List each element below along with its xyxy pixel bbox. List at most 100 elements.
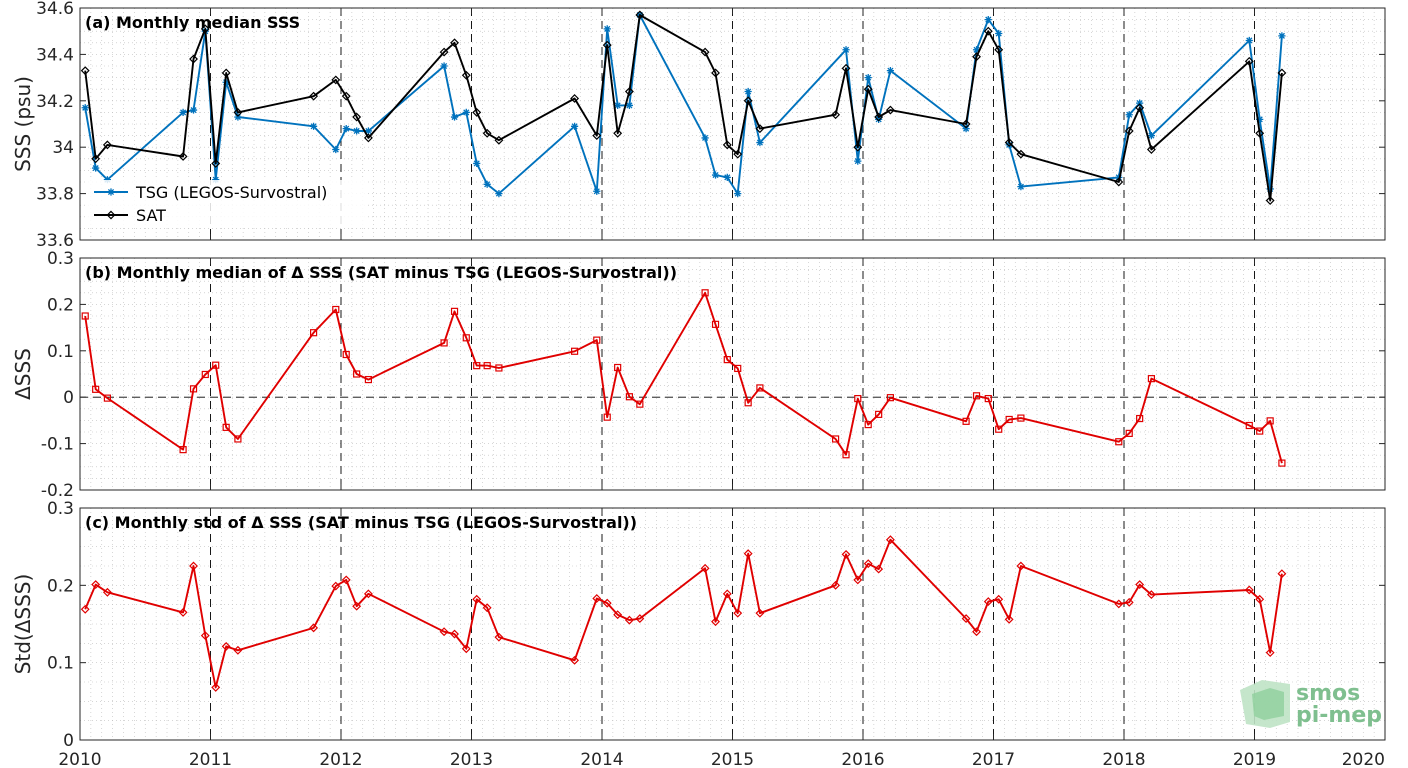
data-point [211,158,221,168]
data-point [842,451,850,459]
series-1 [81,289,1286,467]
data-point [1125,429,1133,437]
data-point [440,339,448,347]
x-tick-labels: 2010 2011 2012 2013 2014 2015 2016 2017 2018 2019… [58,750,1385,768]
data-point [81,312,89,320]
data-point [743,549,753,559]
data-point [592,131,602,141]
data-point [885,535,895,545]
data-point [984,394,992,403]
data-point [482,128,492,138]
data-point [994,45,1004,55]
data-point [439,627,449,637]
data-point [614,363,622,372]
data-point [733,149,743,159]
data-point [864,420,872,429]
data-point [1266,185,1274,193]
data-point [364,375,373,384]
y-tick-label: -0.1 [41,435,74,455]
data-point [972,46,981,54]
data-point [962,417,970,425]
series-line [84,538,1283,689]
panel-3: 0 0.1 0.2 0.3 (c) Monthly std of Δ SSS (SAT … [11,499,1386,751]
data-point [994,594,1004,604]
data-point [602,598,612,608]
data-point [472,107,482,117]
data-point [886,67,895,75]
data-point [983,26,993,36]
data-point [1136,99,1144,107]
legend-marker [107,188,115,196]
data-point [570,347,579,355]
data-point [439,47,449,57]
data-point [756,138,764,147]
data-point [222,78,230,86]
data-point [700,47,710,57]
panels: 33.6 33.8 34 34.2 34.4 34.6 (a) Monthly median… [11,0,1386,768]
data-point [874,564,884,574]
data-point [221,68,231,78]
data-point [853,575,863,585]
x-tick-label: 2013 [450,750,493,768]
data-point [221,641,231,651]
data-point [885,105,895,115]
data-point [593,336,601,344]
data-point [450,629,459,639]
data-point [625,393,634,401]
logo-text-line1: smos [1296,681,1360,706]
data-point [1278,459,1286,467]
data-point [233,107,243,117]
data-point [233,645,243,655]
data-point [189,106,198,114]
y-axis-label: Std(ΔSSS) [11,574,35,675]
data-point [1114,599,1124,609]
y-ticks: -0.2 -0.1 0 0.1 0.2 0.3 [41,249,1385,501]
data-point [624,87,634,96]
data-point [995,29,1003,38]
data-point [189,54,198,64]
data-point [743,96,753,106]
data-point [91,154,101,164]
data-point [1005,141,1013,149]
data-point [364,127,373,135]
data-point [494,632,504,642]
data-point [1278,32,1286,40]
data-point [1125,111,1133,119]
data-point [756,384,764,392]
data-point [983,597,993,607]
data-point [1255,128,1265,138]
data-point [1146,590,1156,600]
data-point [332,305,340,314]
data-point [1256,115,1264,123]
data-point [440,62,448,70]
data-point [841,549,851,559]
data-point [1135,580,1145,590]
data-point [341,575,351,585]
data-point [189,385,198,393]
data-point [494,135,504,145]
series-2 [80,10,1287,206]
data-point [1124,126,1134,136]
data-point [603,413,611,421]
data-point [853,142,863,152]
data-point [701,289,709,297]
data-point [92,164,100,172]
data-point [972,627,981,637]
series-line [84,14,1283,202]
data-point [1244,56,1254,66]
data-point [961,119,971,129]
y-tick-label: 34.4 [36,45,74,65]
data-point [102,140,112,150]
data-point [734,190,742,198]
data-point [200,24,210,34]
data-point [178,607,188,617]
data-point [744,399,752,407]
data-point [711,617,720,627]
panel-title: (c) Monthly std of Δ SSS (SAT minus TSG … [85,513,637,532]
data-point [1124,597,1134,607]
data-point [1265,196,1275,206]
data-point [1266,417,1274,425]
data-point [309,329,318,337]
data-point [353,370,361,378]
data-point [711,68,720,78]
